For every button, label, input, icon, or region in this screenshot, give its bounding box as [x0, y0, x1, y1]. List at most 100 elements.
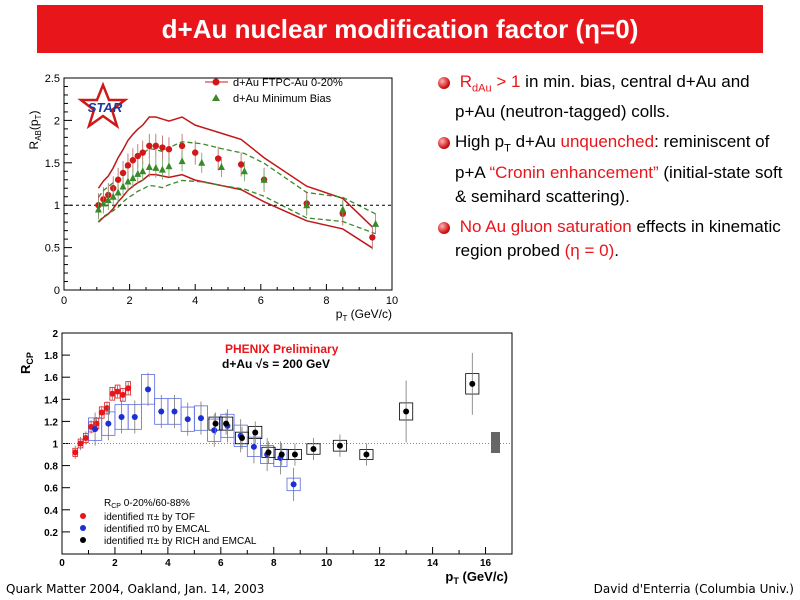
chart2-point: [212, 420, 219, 427]
chart1-ytick-label: 2: [54, 115, 60, 127]
bullet-2-p4: (initial-state soft & semihard scatterin…: [455, 162, 783, 206]
chart2-xlabel-tail: (GeV/c): [459, 569, 508, 584]
chart2-ytick-label: 0.4: [44, 506, 58, 517]
chart2-xtick-label: 2: [112, 558, 118, 569]
chart2-point: [363, 451, 370, 458]
chart1-red-point: [152, 142, 160, 150]
chart1-green-point: [104, 196, 112, 204]
chart2-point: [114, 388, 121, 395]
chart1-ytick-label: 2.5: [45, 73, 60, 85]
chart2-xtick-label: 8: [271, 558, 277, 569]
chart2-point: [104, 405, 110, 412]
chart2-point: [211, 427, 218, 434]
chart1-red-point: [159, 144, 166, 151]
chart2-legend-title-sub: CP: [111, 503, 121, 510]
chart1-red-point: [124, 162, 132, 169]
bullet-2-red2: “Cronin enhancement”: [489, 162, 659, 182]
chart1-ytick-label: 1: [54, 200, 60, 212]
legend-green-triangle-marker: [212, 94, 220, 101]
chart2-xtick-label: 12: [374, 558, 386, 569]
chart1-ylabel-sub: AB: [34, 130, 43, 141]
chart1-xlabel-sub: T: [342, 314, 347, 323]
chart2-ytick-label: 1: [52, 440, 58, 451]
chart1-green-point: [165, 162, 173, 170]
chart1-red-point: [139, 149, 146, 156]
bullet-2-p2: d+Au: [510, 132, 561, 152]
chart2-ylabel-sub: CP: [25, 352, 35, 365]
bullet-2: High pT d+Au unquenched: reminiscent of …: [438, 130, 788, 208]
chart1-xtick-label: 4: [192, 295, 198, 307]
chart2-point: [131, 413, 138, 420]
chart2-point: [125, 385, 132, 392]
chart1-green-point: [217, 163, 225, 171]
sqrt-icon: √: [256, 357, 263, 371]
chart1-green-point: [134, 169, 142, 177]
chart1-xtick-label: 2: [127, 295, 133, 307]
chart1-xlabel-tail: (GeV/c): [347, 307, 392, 321]
chart2-point: [184, 416, 191, 423]
chart2-point: [171, 408, 178, 415]
chart1-green-point: [178, 157, 186, 165]
bullet-list: RdAu > 1 in min. bias, central d+Au and …: [438, 70, 788, 265]
chart1-ylabel-main: R: [27, 140, 41, 149]
chart2-legend-3: identified π± by RICH and EMCAL: [104, 536, 257, 547]
chart1-green-point: [339, 205, 347, 213]
chart2-point: [72, 449, 79, 456]
chart1-red-point: [146, 142, 153, 150]
chart2-point: [119, 391, 126, 398]
legend-red-circle-marker: [212, 78, 220, 86]
slide-title-bar: d+Au nuclear modification factor (η=0): [37, 5, 763, 53]
chart2-point: [310, 446, 317, 453]
chart1-ylabel: RAB(pT): [27, 111, 43, 150]
legend-blue-dot-marker: [80, 525, 86, 531]
chart1-xlabel: pT (GeV/c): [336, 307, 392, 323]
chart1-red-point: [192, 149, 199, 156]
chart2-point: [158, 408, 165, 415]
chart2-legend-title: RCP 0-20%/60-88%: [104, 498, 190, 510]
chart2-legend-title-tail: 0-20%/60-88%: [121, 498, 190, 509]
bullet-2-red1: unquenched: [560, 132, 655, 152]
chart2-point: [77, 440, 84, 447]
chart1-green-point: [109, 192, 117, 200]
chart2-point: [252, 429, 259, 436]
chart2-legend-title-main: R: [104, 498, 111, 509]
bullet-dot-icon: [438, 137, 450, 150]
chart2-point: [98, 409, 105, 416]
chart1-green-point: [99, 199, 107, 207]
chart1-ylabel-close: ): [27, 111, 41, 115]
chart1-green-point: [240, 167, 248, 175]
chart2-ylabel-main: R: [18, 364, 33, 374]
chart2-point: [278, 451, 285, 458]
chart2-ytick-label: 1.4: [44, 395, 58, 406]
chart1-ytick-label: 1.5: [45, 158, 60, 170]
bullet-3-red2: (η = 0): [564, 240, 615, 260]
chart1-red-point: [119, 169, 127, 177]
chart2-point: [336, 442, 343, 449]
chart1-green-point: [119, 182, 127, 190]
chart2-xlabel: pT (GeV/c): [445, 569, 508, 586]
chart1-legend: d+Au FTPC-Au 0-20% d+Au Minimum Bias: [205, 77, 343, 105]
phenix-energy-a: d+Au: [222, 357, 256, 371]
chart1-red-band-lower: [97, 173, 373, 249]
chart2-point: [469, 380, 476, 387]
bullet-1-r: R: [459, 72, 473, 91]
chart1-ylabel-tail: (p: [27, 119, 41, 130]
chart1-green-point: [372, 219, 380, 227]
chart1-ytick-label: 0.5: [45, 243, 60, 255]
star-logo: STAR: [77, 81, 129, 130]
chart1-ytick-label: 0: [54, 285, 60, 297]
chart2-ytick-label: 0.6: [44, 484, 58, 495]
chart2-point: [290, 481, 297, 488]
bullet-dot-icon: [438, 221, 450, 234]
chart2-xtick-label: 16: [480, 558, 492, 569]
chart1-legend-1: d+Au FTPC-Au 0-20%: [233, 77, 343, 89]
chart1-xtick-label: 8: [323, 295, 329, 307]
chart2-point: [109, 390, 116, 397]
chart2-point: [197, 415, 204, 422]
chart2-xtick-label: 0: [59, 558, 65, 569]
chart1-green-point: [145, 163, 153, 171]
bullet-2-sub: T: [504, 142, 511, 155]
chart1-green-point: [158, 165, 166, 173]
footer-right: David d'Enterria (Columbia Univ.): [593, 582, 794, 596]
